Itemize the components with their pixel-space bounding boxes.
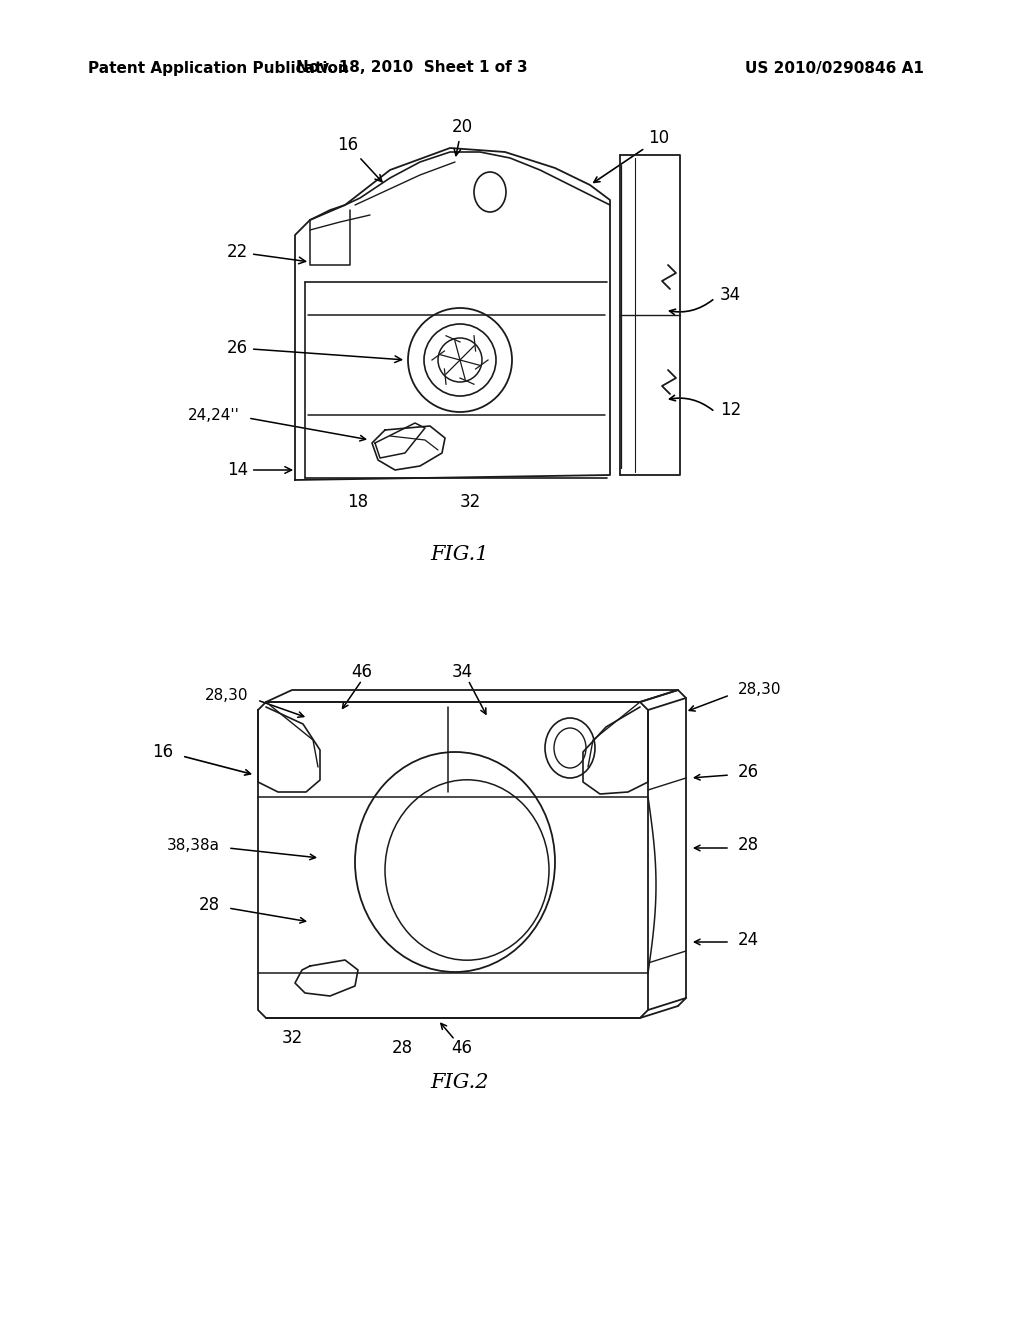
Text: Nov. 18, 2010  Sheet 1 of 3: Nov. 18, 2010 Sheet 1 of 3 [296,61,527,75]
Text: 16: 16 [152,743,173,762]
FancyArrowPatch shape [694,845,727,851]
Text: 28,30: 28,30 [738,682,781,697]
Text: 34: 34 [720,286,741,304]
Text: 32: 32 [282,1030,303,1047]
FancyArrowPatch shape [230,908,305,923]
Text: 32: 32 [460,492,480,511]
Text: FIG.2: FIG.2 [431,1072,489,1092]
Text: 24,24'': 24,24'' [188,408,240,422]
FancyArrowPatch shape [441,1023,454,1038]
Text: 26: 26 [738,763,759,781]
Text: 16: 16 [338,136,382,182]
Text: 28: 28 [199,896,220,913]
Text: 12: 12 [720,401,741,418]
FancyArrowPatch shape [694,775,727,780]
FancyArrowPatch shape [230,849,315,859]
Text: 34: 34 [452,663,472,681]
Text: 28: 28 [738,836,759,854]
FancyArrowPatch shape [251,418,366,441]
Text: Patent Application Publication: Patent Application Publication [88,61,349,75]
FancyArrowPatch shape [689,696,727,711]
Text: 28: 28 [391,1039,413,1057]
FancyArrowPatch shape [184,756,251,775]
Text: 38,38a: 38,38a [167,837,220,853]
Text: FIG.1: FIG.1 [431,545,489,565]
Text: 46: 46 [351,663,373,681]
Text: 46: 46 [452,1039,472,1057]
FancyArrowPatch shape [670,300,713,314]
Text: 20: 20 [452,117,472,156]
Text: 10: 10 [648,129,669,147]
FancyArrowPatch shape [594,149,643,182]
FancyArrowPatch shape [670,395,713,411]
Text: 24: 24 [738,931,759,949]
Text: US 2010/0290846 A1: US 2010/0290846 A1 [745,61,924,75]
FancyArrowPatch shape [469,682,486,714]
Text: 18: 18 [347,492,369,511]
FancyArrowPatch shape [343,682,360,709]
Text: 26: 26 [227,339,401,363]
Text: 28,30: 28,30 [205,688,248,702]
FancyArrowPatch shape [260,701,304,717]
FancyArrowPatch shape [694,940,727,945]
Text: 22: 22 [226,243,305,264]
Text: 14: 14 [227,461,292,479]
